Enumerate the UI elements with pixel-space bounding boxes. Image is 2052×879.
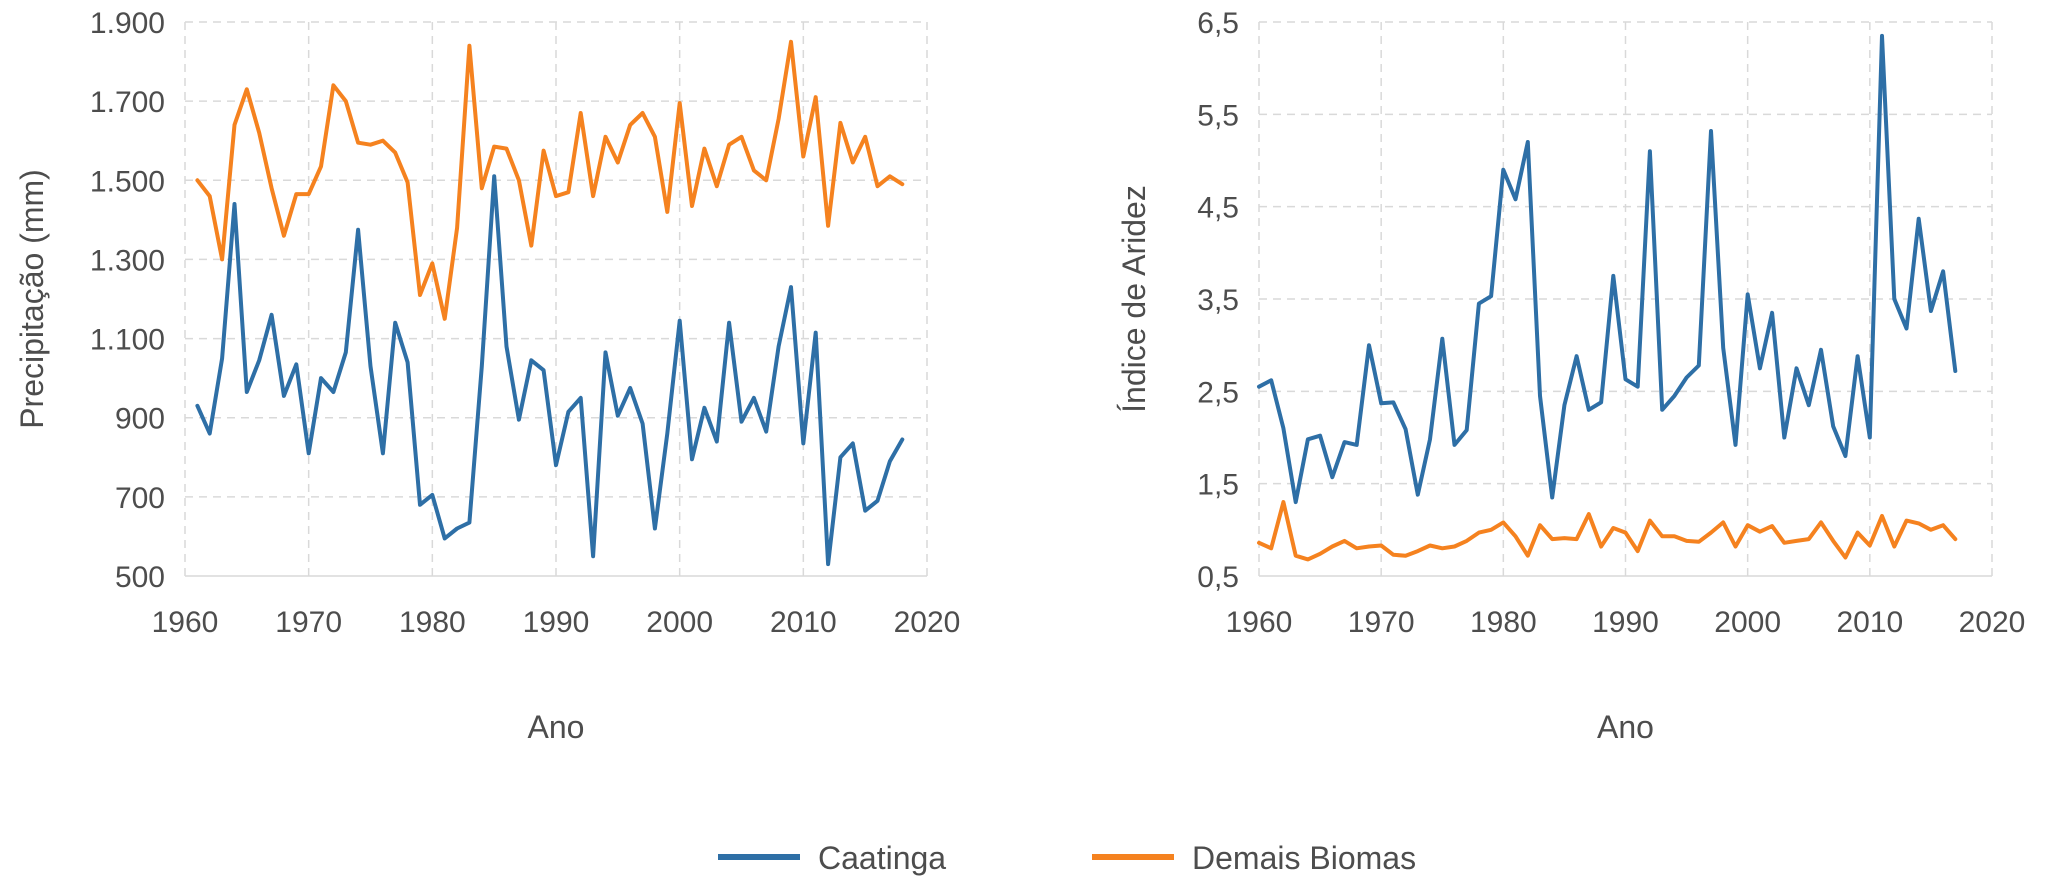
y-tick-labels: 0,5 1,5 2,5 3,5 4,5 5,5 6,5 xyxy=(1197,7,1239,594)
x-tick-label: 2020 xyxy=(1959,606,2026,639)
y-tick-labels: 500 700 900 1.100 1.300 1.500 1.700 1.900 xyxy=(90,7,165,594)
x-tick-label: 2000 xyxy=(646,606,713,639)
y-tick-label: 1.900 xyxy=(90,7,165,40)
x-tick-label: 1990 xyxy=(1592,606,1659,639)
x-tick-label: 1960 xyxy=(1226,606,1293,639)
y-tick-label: 1,5 xyxy=(1197,469,1239,502)
y-tick-label: 5,5 xyxy=(1197,99,1239,132)
legend-label-caatinga: Caatinga xyxy=(818,840,946,876)
y-tick-label: 700 xyxy=(115,482,165,515)
y-axis-title: Índice de Aridez xyxy=(1116,185,1152,413)
x-tick-label: 2010 xyxy=(1836,606,1903,639)
x-tick-label: 1980 xyxy=(1470,606,1537,639)
y-tick-label: 1.100 xyxy=(90,324,165,357)
y-tick-label: 1.700 xyxy=(90,86,165,119)
x-tick-label: 1970 xyxy=(1348,606,1415,639)
gridlines xyxy=(184,21,928,576)
y-tick-label: 500 xyxy=(115,561,165,594)
y-tick-label: 4,5 xyxy=(1197,192,1239,225)
series-line-demais-biomas xyxy=(195,39,905,321)
x-tick-label: 1990 xyxy=(523,606,590,639)
x-tick-label: 2020 xyxy=(894,606,961,639)
y-tick-label: 0,5 xyxy=(1197,561,1239,594)
x-axis-title: Ano xyxy=(1597,709,1654,745)
y-axis-title: Precipitação (mm) xyxy=(14,169,50,429)
y-tick-label: 1.300 xyxy=(90,244,165,277)
x-tick-label: 2010 xyxy=(770,606,837,639)
series-line-demais-biomas xyxy=(1257,500,1958,562)
x-tick-label: 1970 xyxy=(275,606,342,639)
x-tick-label: 2000 xyxy=(1714,606,1781,639)
y-tick-label: 3,5 xyxy=(1197,284,1239,317)
y-tick-label: 1.500 xyxy=(90,165,165,198)
y-tick-label: 2,5 xyxy=(1197,376,1239,409)
y-tick-label: 6,5 xyxy=(1197,7,1239,40)
x-tick-label: 1960 xyxy=(152,606,219,639)
y-tick-label: 900 xyxy=(115,403,165,436)
series-line-caatinga xyxy=(195,174,905,567)
legend: Caatinga Demais Biomas xyxy=(718,840,1416,876)
x-tick-labels: 1960 1970 1980 1990 2000 2010 2020 xyxy=(1226,606,2026,639)
x-axis-title: Ano xyxy=(528,709,585,745)
x-tick-label: 1980 xyxy=(399,606,466,639)
chart-aridity-index: 0,5 1,5 2,5 3,5 4,5 5,5 6,5 1960 1970 1980 1990 200… xyxy=(1116,7,2025,745)
x-tick-labels: 1960 1970 1980 1990 2000 2010 2020 xyxy=(152,606,961,639)
legend-label-demais-biomas: Demais Biomas xyxy=(1192,840,1416,876)
series-line-caatinga xyxy=(1257,33,1958,505)
gridlines xyxy=(1258,21,1993,576)
